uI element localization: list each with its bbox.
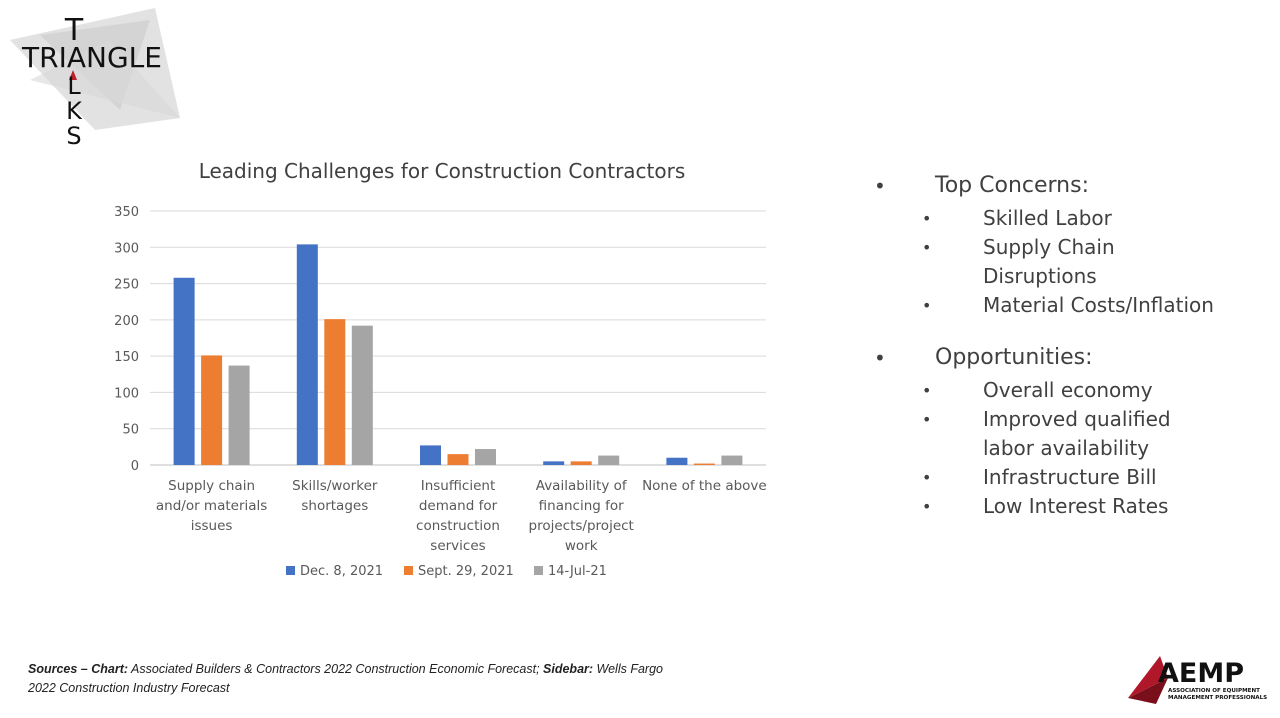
- bar: [201, 355, 223, 465]
- sidebar-section-opportunities: Opportunities: Overall economy Improved …: [860, 340, 1260, 521]
- legend-label: Sept. 29, 2021: [418, 564, 514, 579]
- x-tick-label: financing for: [539, 498, 624, 514]
- bar: [666, 457, 688, 465]
- x-tick-label: Insufficient: [421, 478, 496, 494]
- y-tick-label: 150: [114, 350, 139, 365]
- sidebar-label: Sidebar:: [539, 662, 594, 676]
- y-tick-label: 100: [114, 386, 139, 401]
- y-tick-label: 350: [114, 205, 139, 220]
- legend-swatch: [286, 566, 295, 575]
- x-tick-label: services: [430, 538, 485, 554]
- list-item: Improved qualified labor availability: [860, 405, 1223, 463]
- svg-text:L: L: [67, 72, 81, 100]
- x-tick-label: demand for: [419, 498, 498, 514]
- y-tick-label: 200: [114, 314, 139, 329]
- bar: [420, 445, 441, 465]
- x-tick-label: issues: [191, 518, 233, 534]
- legend-label: Dec. 8, 2021: [300, 564, 383, 579]
- svg-text:K: K: [66, 97, 83, 125]
- bar: [173, 277, 195, 465]
- list-item: Skilled Labor: [860, 204, 1223, 233]
- x-tick-label: None of the above: [642, 478, 767, 494]
- sidebar-section-top-concerns: Top Concerns: Skilled Labor Supply Chain…: [860, 168, 1260, 320]
- sources-label: Sources – Chart:: [28, 662, 129, 676]
- bar: [296, 244, 318, 465]
- x-tick-label: shortages: [301, 498, 368, 514]
- sidebar-source: Wells Fargo 2022 Construction Industry F…: [28, 662, 663, 695]
- bar: [721, 455, 743, 465]
- bar: [543, 461, 565, 465]
- bar: [228, 365, 250, 465]
- x-tick-label: Availability of: [536, 478, 628, 494]
- bar: [475, 449, 496, 465]
- x-tick-label: and/or materials: [156, 498, 267, 514]
- y-tick-label: 0: [131, 459, 139, 474]
- sources-footnote: Sources – Chart: Associated Builders & C…: [28, 660, 678, 698]
- svg-text:ASSOCIATION OF EQUIPMENT: ASSOCIATION OF EQUIPMENT: [1168, 688, 1260, 694]
- x-tick-label: Supply chain: [168, 478, 255, 494]
- legend-label: 14-Jul-21: [548, 564, 607, 579]
- svg-text:S: S: [66, 122, 81, 150]
- list-item: Infrastructure Bill: [860, 463, 1223, 492]
- x-tick-label: construction: [416, 518, 500, 534]
- list-item: Low Interest Rates: [860, 492, 1223, 521]
- legend-swatch: [404, 566, 413, 575]
- x-tick-label: projects/project: [529, 518, 634, 534]
- list-item: Overall economy: [860, 376, 1223, 405]
- bar: [570, 461, 592, 465]
- bar: [351, 325, 373, 465]
- bar: [447, 454, 469, 465]
- bar: [598, 455, 620, 465]
- chart-title: Leading Challenges for Construction Cont…: [199, 159, 686, 183]
- bar: [324, 319, 346, 465]
- svg-text:T: T: [64, 13, 84, 48]
- triangle-talks-logo: T TRIANGLE L K S: [10, 8, 180, 150]
- section-heading: Top Concerns:: [860, 168, 1260, 204]
- svg-text:MANAGEMENT PROFESSIONALS: MANAGEMENT PROFESSIONALS: [1168, 695, 1267, 701]
- svg-text:TRIANGLE: TRIANGLE: [21, 41, 162, 74]
- chart-source: Associated Builders & Contractors 2022 C…: [128, 662, 540, 676]
- list-item: Material Costs/Inflation: [860, 291, 1223, 320]
- x-tick-label: work: [565, 538, 598, 554]
- y-tick-label: 50: [122, 423, 139, 438]
- aemp-logo: AEMP ASSOCIATION OF EQUIPMENT MANAGEMENT…: [1128, 656, 1267, 704]
- bar: [693, 463, 715, 465]
- section-heading: Opportunities:: [860, 340, 1260, 376]
- y-tick-label: 300: [114, 241, 139, 256]
- list-item: Supply Chain Disruptions: [860, 233, 1223, 291]
- svg-text:AEMP: AEMP: [1158, 658, 1244, 689]
- y-tick-label: 250: [114, 278, 139, 293]
- x-tick-label: Skills/worker: [292, 478, 378, 494]
- bar-chart: Leading Challenges for Construction Cont…: [114, 159, 767, 579]
- sidebar: Top Concerns: Skilled Labor Supply Chain…: [860, 168, 1260, 541]
- legend-swatch: [534, 566, 543, 575]
